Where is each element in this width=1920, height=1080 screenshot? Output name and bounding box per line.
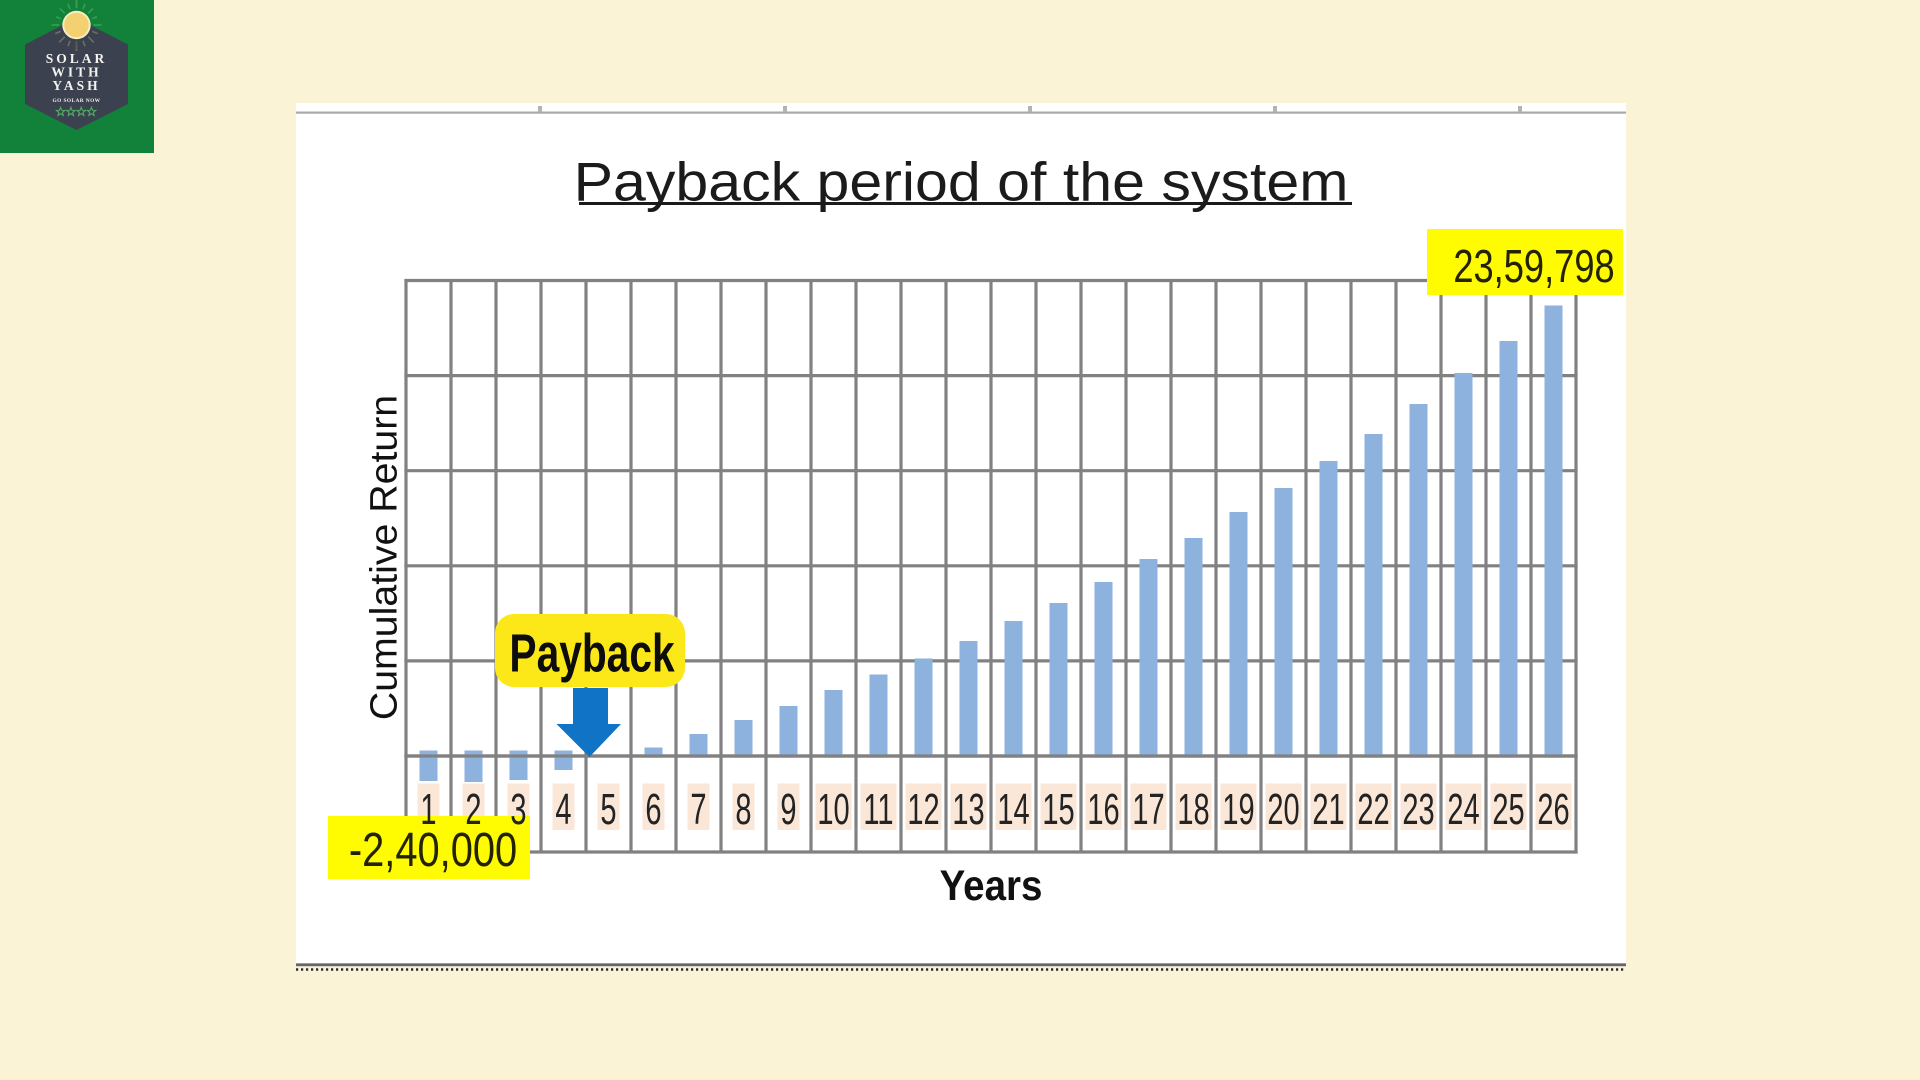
- svg-text:YASH: YASH: [52, 78, 100, 93]
- svg-text:23: 23: [1402, 784, 1434, 834]
- svg-text:16: 16: [1087, 784, 1119, 834]
- svg-text:23,59,798: 23,59,798: [1453, 240, 1614, 292]
- svg-text:25: 25: [1492, 784, 1524, 834]
- svg-text:GO SOLAR NOW: GO SOLAR NOW: [53, 98, 101, 104]
- svg-text:4: 4: [555, 784, 571, 834]
- svg-text:SOLAR: SOLAR: [46, 51, 108, 66]
- svg-text:Payback: Payback: [509, 624, 675, 684]
- svg-text:20: 20: [1267, 784, 1299, 834]
- svg-text:12: 12: [907, 784, 939, 834]
- svg-text:-2,40,000: -2,40,000: [349, 824, 517, 877]
- svg-text:WITH: WITH: [51, 65, 101, 80]
- svg-text:11: 11: [863, 784, 893, 834]
- svg-text:6: 6: [645, 784, 661, 834]
- svg-text:18: 18: [1177, 784, 1209, 834]
- svg-text:2: 2: [465, 784, 481, 834]
- svg-text:19: 19: [1222, 784, 1254, 834]
- svg-text:15: 15: [1042, 784, 1074, 834]
- svg-text:9: 9: [780, 784, 796, 834]
- svg-text:21: 21: [1312, 784, 1344, 834]
- svg-text:1: 1: [420, 784, 436, 834]
- svg-text:Years: Years: [940, 861, 1043, 909]
- svg-text:10: 10: [817, 784, 849, 834]
- svg-text:7: 7: [690, 784, 706, 834]
- svg-text:17: 17: [1132, 784, 1164, 834]
- svg-text:13: 13: [952, 784, 984, 834]
- svg-text:26: 26: [1537, 784, 1569, 834]
- svg-text:Cumulative Return: Cumulative Return: [363, 395, 405, 720]
- svg-text:3: 3: [510, 784, 526, 834]
- svg-text:14: 14: [997, 784, 1029, 834]
- svg-text:8: 8: [735, 784, 751, 834]
- svg-text:24: 24: [1447, 784, 1479, 834]
- svg-text:5: 5: [600, 784, 616, 834]
- svg-text:22: 22: [1357, 784, 1389, 834]
